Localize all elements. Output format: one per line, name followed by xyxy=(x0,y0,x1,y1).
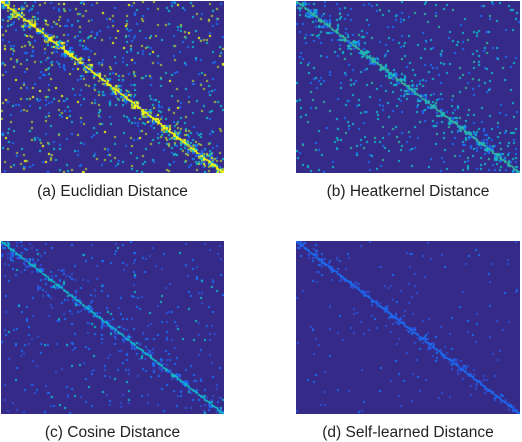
heatmap-heatkernel xyxy=(296,1,520,173)
caption-euclidian: (a) Euclidian Distance xyxy=(37,183,188,200)
heatmap-euclidian xyxy=(1,1,224,173)
caption-cosine: (c) Cosine Distance xyxy=(44,424,181,441)
heatmap-self-learned xyxy=(296,241,520,414)
heatmap-heatkernel-canvas xyxy=(296,1,520,173)
caption-heatkernel: (b) Heatkernel Distance xyxy=(326,183,490,200)
heatmap-euclidian-canvas xyxy=(1,1,224,173)
caption-self-learned: (d) Self-learned Distance xyxy=(322,424,494,441)
heatmap-self-learned-canvas xyxy=(296,241,520,414)
heatmap-cosine xyxy=(1,241,224,414)
heatmap-cosine-canvas xyxy=(1,241,224,414)
